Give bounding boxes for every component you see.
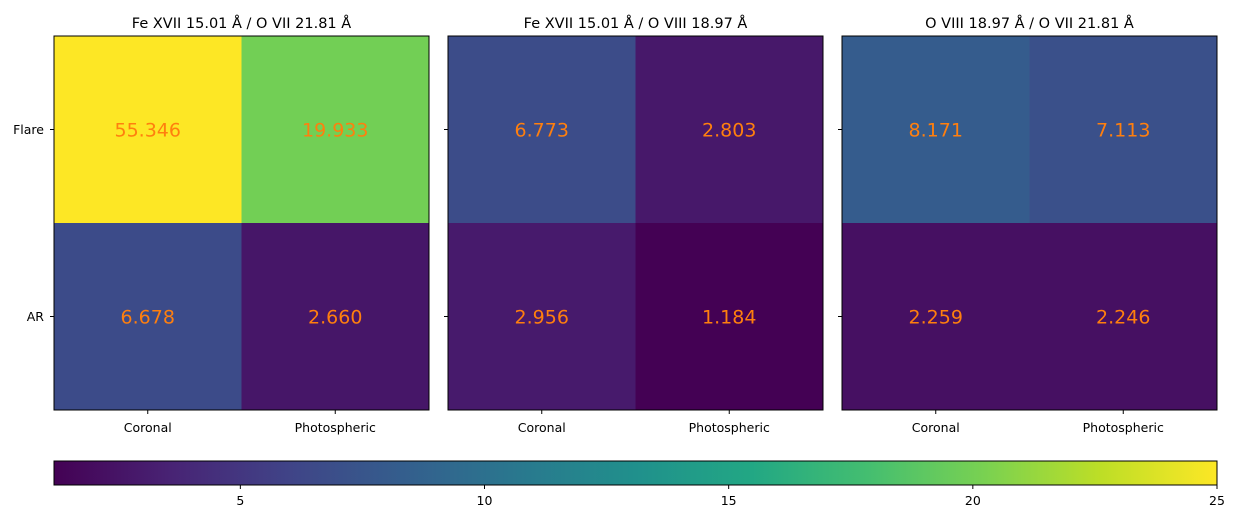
panel-frame: [53, 35, 430, 411]
cell-value-label: 2.803: [702, 120, 756, 142]
cell-value-label: 1.184: [702, 307, 756, 329]
x-tick-label: Coronal: [518, 420, 566, 435]
panel-title: Fe XVII 15.01 Å / O VIII 18.97 Å: [524, 15, 748, 32]
colorbar: 5 10 15 20 25: [53, 460, 1225, 508]
heatmap-cell: [54, 36, 242, 224]
colorbar-gradient: [54, 461, 1217, 485]
heatmap-panel: O VIII 18.97 Å / O VII 21.81 Å 8.171 7.113…: [838, 15, 1218, 435]
colorbar-tick-label: 25: [1209, 493, 1225, 508]
x-tick-label: Photospheric: [689, 420, 770, 435]
heatmap-cell: [842, 36, 1030, 224]
heatmap-cell: [635, 36, 824, 224]
panel-title: Fe XVII 15.01 Å / O VII 21.81 Å: [132, 15, 351, 32]
panel-title: O VIII 18.97 Å / O VII 21.81 Å: [925, 15, 1134, 32]
heatmap-cell: [1029, 223, 1218, 411]
cell-value-label: 2.956: [515, 307, 569, 329]
panel-frame: [447, 35, 824, 411]
cell-value-label: 55.346: [115, 120, 181, 142]
cell-value-label: 6.678: [121, 307, 175, 329]
cell-value-label: 7.113: [1096, 120, 1150, 142]
cell-value-label: 8.171: [909, 120, 963, 142]
colorbar-frame: [53, 460, 1218, 486]
cell-value-label: 2.259: [909, 307, 963, 329]
y-tick-label: Flare: [13, 122, 44, 137]
x-tick-label: Coronal: [912, 420, 960, 435]
heatmap-cell: [842, 223, 1030, 411]
panels: Fe XVII 15.01 Å / O VII 21.81 Å 55.346 19.…: [13, 15, 1218, 435]
colorbar-tick-label: 20: [965, 493, 981, 508]
colorbar-tick-label: 15: [721, 493, 737, 508]
x-tick-label: Photospheric: [1083, 420, 1164, 435]
cell-value-label: 6.773: [515, 120, 569, 142]
heatmap-panel: Fe XVII 15.01 Å / O VII 21.81 Å 55.346 19.…: [13, 15, 430, 435]
x-tick-label: Photospheric: [295, 420, 376, 435]
cell-value-label: 2.246: [1096, 307, 1150, 329]
heatmap-cell: [635, 223, 824, 411]
x-tick-label: Coronal: [124, 420, 172, 435]
panel-frame: [841, 35, 1218, 411]
heatmap-cell: [241, 36, 430, 224]
heatmap-cell: [241, 223, 430, 411]
heatmap-cell: [448, 36, 636, 224]
heatmap-cell: [448, 223, 636, 411]
heatmap-cell: [1029, 36, 1218, 224]
cell-value-label: 19.933: [302, 120, 368, 142]
heatmap-cell: [54, 223, 242, 411]
heatmap-panel: Fe XVII 15.01 Å / O VIII 18.97 Å 6.773 2.8…: [444, 15, 824, 435]
y-tick-label: AR: [27, 309, 45, 324]
colorbar-tick-label: 5: [236, 493, 244, 508]
colorbar-tick-label: 10: [477, 493, 493, 508]
cell-value-label: 2.660: [308, 307, 362, 329]
